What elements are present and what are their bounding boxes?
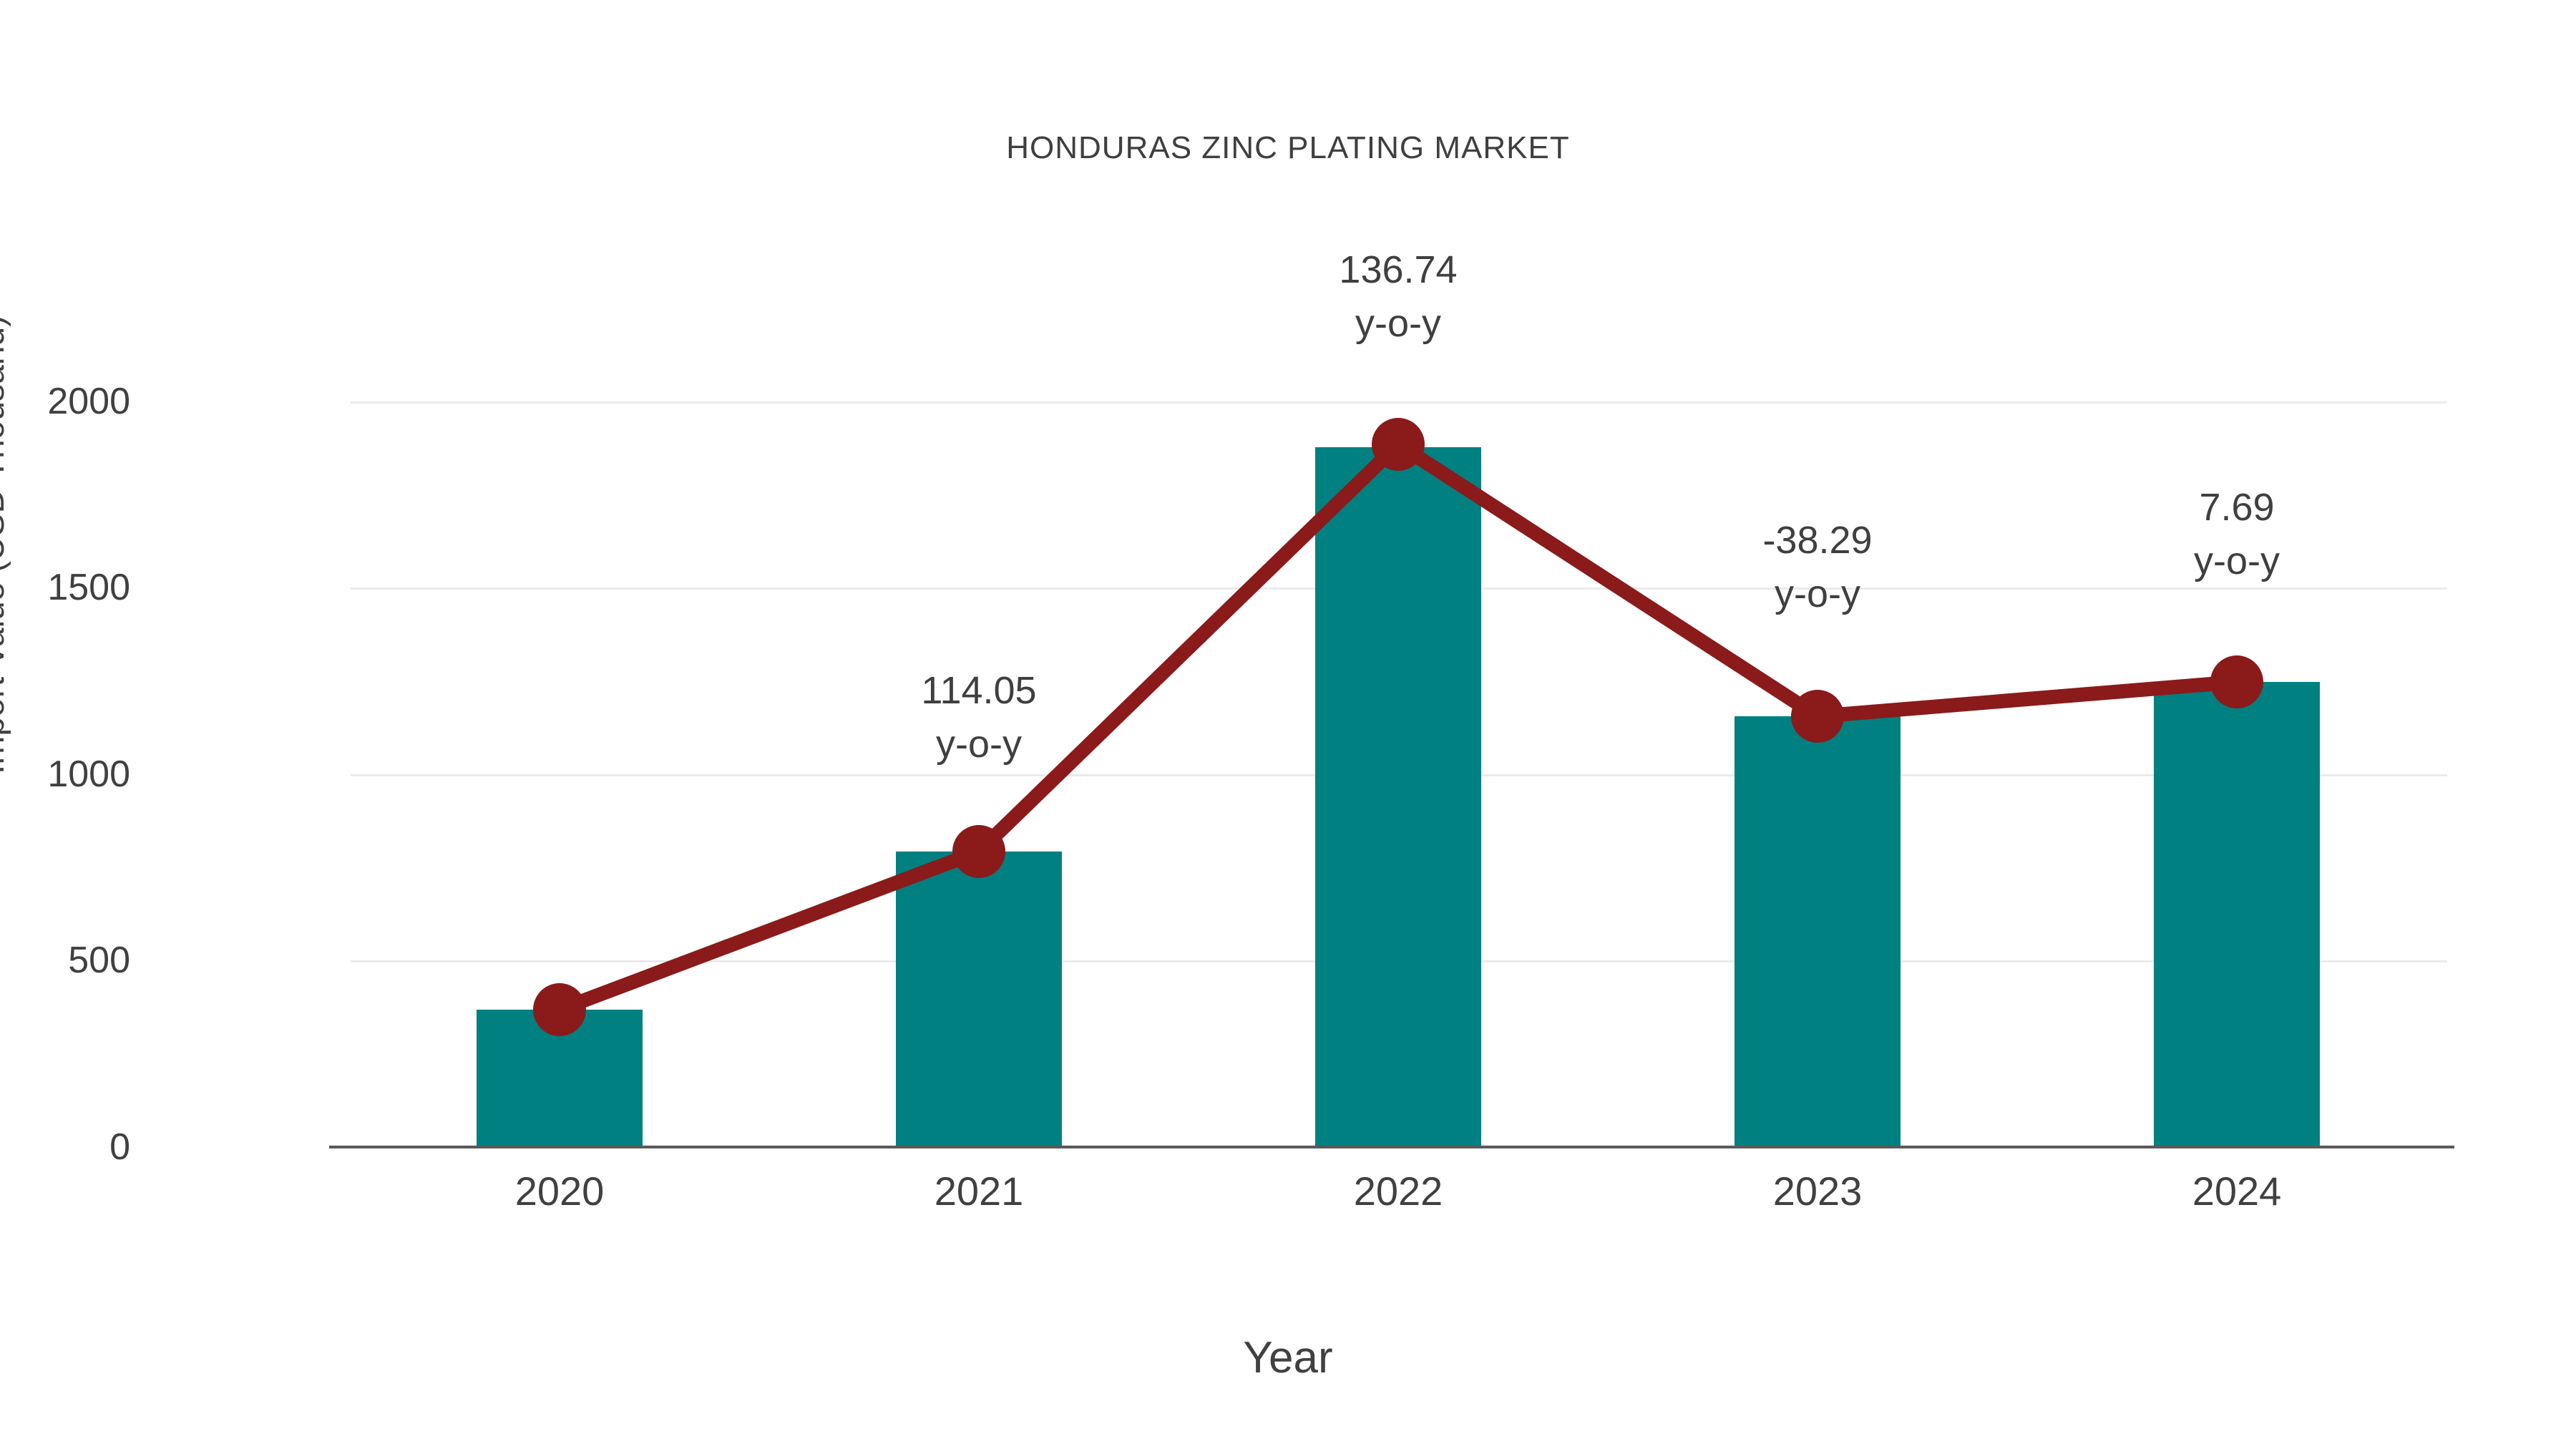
y-tick-label-1500: 1500 xyxy=(47,567,130,608)
yoy-annotation-value-2023: -38.29 xyxy=(1762,519,1873,562)
x-tick-label-2023: 2023 xyxy=(1772,1169,1863,1214)
y-axis-title: Import Value (USD Thousand) xyxy=(0,315,11,774)
yoy-annotation-value-2021: 114.05 xyxy=(921,669,1037,712)
bar-2023[interactable] xyxy=(1735,716,1901,1147)
y-tick-label-2000: 2000 xyxy=(47,381,130,422)
y-tick-label-0: 0 xyxy=(109,1126,130,1168)
plot-area xyxy=(351,401,2447,1147)
bar-2020[interactable] xyxy=(477,1010,643,1147)
yoy-annotation-2022: 136.74 y-o-y xyxy=(1339,243,1457,350)
x-tick-label-2024: 2024 xyxy=(2192,1169,2282,1214)
yoy-annotation-suffix-2021: y-o-y xyxy=(936,722,1022,766)
x-axis-title: Year xyxy=(1243,1333,1333,1382)
bar-2024[interactable] xyxy=(2154,682,2320,1147)
yoy-annotation-value-2022: 136.74 xyxy=(1339,248,1458,291)
x-tick-label-2020: 2020 xyxy=(514,1169,605,1214)
x-tick-label-2021: 2021 xyxy=(934,1169,1024,1214)
bar-2022[interactable] xyxy=(1315,447,1481,1147)
x-axis-line xyxy=(329,1146,2454,1148)
y-tick-label-500: 500 xyxy=(68,940,130,981)
yoy-annotation-value-2024: 7.69 xyxy=(2199,486,2275,529)
yoy-annotation-2024: 7.69 y-o-y xyxy=(2194,481,2280,587)
x-tick-label-2022: 2022 xyxy=(1353,1169,1443,1214)
y-tick-label-1000: 1000 xyxy=(47,753,130,795)
yoy-annotation-2021: 114.05 y-o-y xyxy=(921,664,1036,771)
yoy-annotation-suffix-2024: y-o-y xyxy=(2194,539,2280,582)
yoy-annotation-suffix-2022: y-o-y xyxy=(1355,301,1441,345)
bar-2021[interactable] xyxy=(896,852,1062,1147)
gridline-2000 xyxy=(351,401,2447,404)
chart-title: HONDURAS ZINC PLATING MARKET xyxy=(1006,130,1570,165)
yoy-annotation-2023: -38.29 y-o-y xyxy=(1762,514,1872,620)
yoy-annotation-suffix-2023: y-o-y xyxy=(1775,572,1860,615)
